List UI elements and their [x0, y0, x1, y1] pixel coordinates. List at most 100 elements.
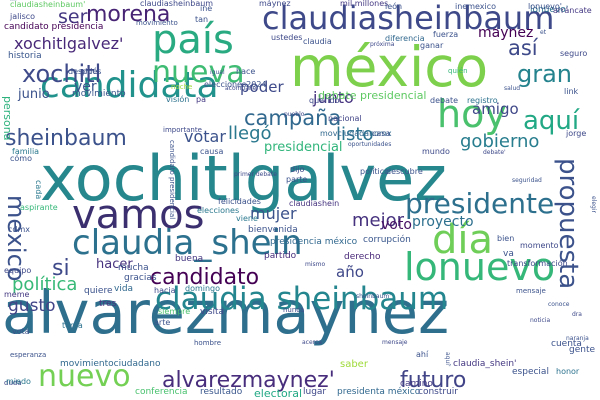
- cloud-word: campaña: [244, 106, 342, 130]
- cloud-word: mejor: [352, 210, 405, 231]
- cloud-word: electoral: [254, 387, 303, 400]
- cloud-word: gracias: [124, 273, 157, 283]
- cloud-word: saber: [340, 359, 368, 370]
- cloud-word: gente: [569, 345, 596, 355]
- cloud-word: querido: [309, 96, 340, 105]
- cloud-word: mundo: [422, 147, 450, 156]
- cloud-word: morena: [86, 2, 171, 27]
- cloud-word: conferencia: [135, 387, 188, 397]
- cloud-word: debate': [483, 149, 506, 156]
- cloud-word: lonuevo': [528, 2, 563, 11]
- cloud-word: hoy: [437, 92, 507, 136]
- cloud-word: así: [508, 36, 538, 60]
- cloud-word: fuerza: [433, 30, 459, 39]
- cloud-word: león: [385, 2, 403, 11]
- cloud-word: vida: [114, 284, 134, 294]
- cloud-word: candidato: [150, 265, 260, 290]
- cloud-word: movciudadanomx: [320, 129, 392, 138]
- cloud-word: seguro: [560, 49, 588, 58]
- cloud-word: claudiasheinbaum: [140, 0, 214, 8]
- cloud-word: nunca: [283, 306, 305, 314]
- cloud-word: claudiasheinbaum': [10, 0, 86, 9]
- cloud-word: camino: [400, 379, 433, 389]
- cloud-word: candidata: [40, 65, 219, 106]
- cloud-word: listo: [336, 124, 374, 145]
- cloud-word: honor: [556, 367, 580, 376]
- cloud-word: diferencia: [385, 34, 425, 43]
- cloud-word: proyecto: [412, 214, 474, 230]
- cloud-word: derecho: [344, 252, 381, 262]
- cloud-word: claudia: [303, 37, 332, 46]
- cloud-word: mismo: [305, 261, 326, 268]
- cloud-word: futuro: [400, 368, 467, 393]
- cloud-word: persona: [1, 96, 14, 141]
- cloud-word: político: [360, 167, 390, 176]
- cloud-word: dra: [572, 311, 582, 318]
- cloud-word: visita: [200, 307, 225, 317]
- cloud-word: nuevo: [38, 359, 131, 394]
- cloud-word: presidenta méxico: [337, 387, 421, 397]
- cloud-word: candidato presidencia: [4, 22, 104, 32]
- cloud-word: hacia: [154, 286, 176, 295]
- cloud-word: jorge: [566, 129, 587, 138]
- cloud-word: aquí: [523, 106, 580, 136]
- cloud-word: si: [52, 256, 70, 281]
- cloud-word: meme: [4, 290, 30, 299]
- cloud-word: propuesta: [553, 158, 583, 290]
- cloud-word: esperanza: [10, 351, 47, 359]
- cloud-word: link: [564, 87, 579, 96]
- cloud-word: méxico: [290, 35, 489, 99]
- cloud-word: mujer: [250, 204, 297, 223]
- cloud-word: salud: [504, 85, 521, 92]
- cloud-word: arráncate: [553, 6, 592, 15]
- cloud-word: lugar: [303, 387, 327, 397]
- cloud-word: presidente: [405, 187, 555, 220]
- cloud-word: ser: [58, 6, 88, 28]
- cloud-word: siempre: [158, 307, 191, 316]
- cloud-word: aquí': [444, 352, 451, 367]
- cloud-word: junto: [313, 88, 354, 107]
- cloud-word: conoce: [548, 301, 570, 308]
- cloud-word: tres: [99, 299, 117, 309]
- cloud-word: llegó: [228, 123, 272, 144]
- cloud-word: lonuevo': [530, 5, 569, 15]
- cloud-word: naranja: [566, 335, 589, 342]
- cloud-word: candidato presidencial: [168, 140, 176, 220]
- cloud-word: bien: [497, 234, 515, 243]
- cloud-word: causa: [200, 147, 224, 156]
- cloud-word: elecciones2024: [204, 80, 267, 89]
- cloud-word: buena: [175, 254, 204, 264]
- cloud-word: máynez: [259, 0, 291, 8]
- cloud-word: voto: [381, 217, 412, 233]
- cloud-word: tan: [195, 15, 209, 24]
- cloud-word: viene: [236, 214, 258, 223]
- cloud-word: día: [432, 217, 494, 263]
- cloud-word: hace: [236, 67, 256, 76]
- cloud-word: presidencia méxico: [270, 237, 358, 247]
- cloud-word: pa: [196, 95, 206, 104]
- cloud-word: duda: [4, 379, 22, 387]
- cloud-word: importante: [163, 126, 202, 134]
- cloud-word: aspirante: [20, 203, 58, 212]
- cloud-word: cdmx: [8, 225, 31, 234]
- cloud-word: noticia: [530, 317, 551, 324]
- cloud-word: partido: [264, 251, 297, 261]
- cloud-word: amigo: [472, 100, 519, 118]
- cloud-word: sheinbaum: [5, 126, 127, 151]
- cloud-word: debate presidencial: [318, 89, 427, 102]
- cloud-word: vamos: [72, 192, 205, 238]
- cloud-word: bienvenida: [248, 225, 298, 235]
- cloud-word: familia: [12, 147, 40, 156]
- cloud-word: elegir: [590, 196, 597, 213]
- cloud-word: hacer: [96, 257, 133, 272]
- cloud-word: dijo: [290, 165, 305, 174]
- cloud-word: cómo: [10, 154, 32, 163]
- cloud-word: mensaje: [516, 287, 546, 295]
- cloud-word: pide: [80, 67, 98, 76]
- cloud-word: jalisco: [10, 12, 36, 21]
- cloud-word: debate: [430, 96, 459, 105]
- cloud-word: mil millones: [340, 0, 389, 8]
- cloud-word: primer debate: [234, 171, 277, 178]
- cloud-word: pueblo: [284, 111, 305, 118]
- cloud-word: xóchitlgálvez: [10, 1, 17, 2]
